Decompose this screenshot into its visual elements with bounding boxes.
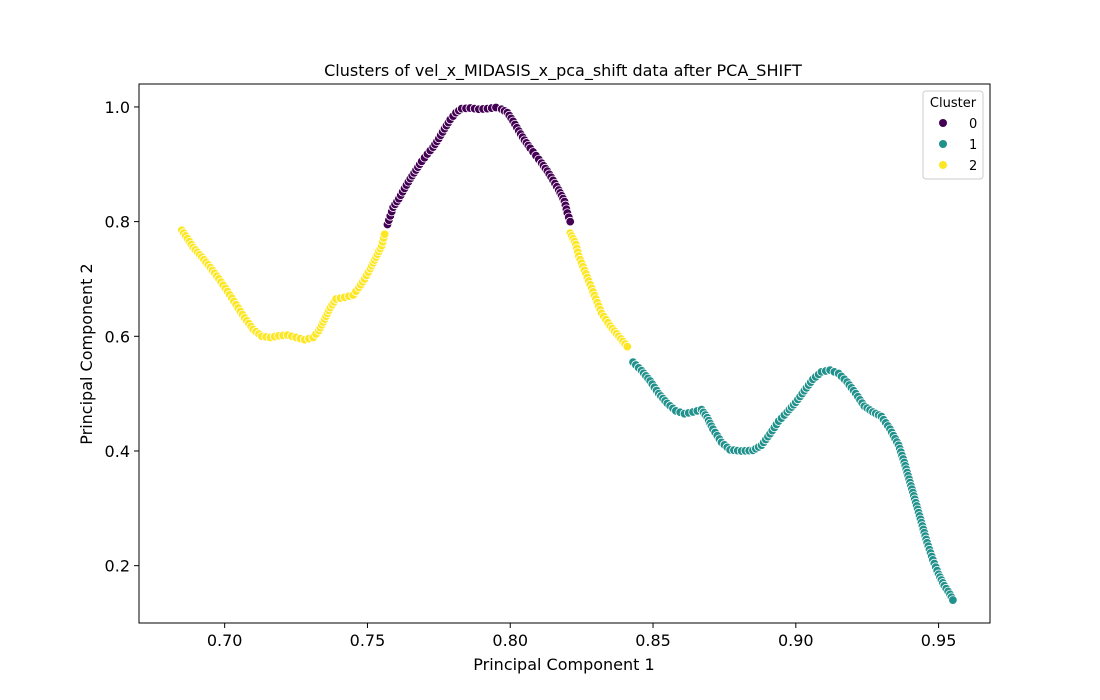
legend-title: Cluster xyxy=(930,96,977,111)
plot-frame xyxy=(138,83,991,624)
scatter-point-cluster-0 xyxy=(565,216,575,227)
legend-marker-0 xyxy=(939,119,947,127)
chart-title: Clusters of vel_x_MIDASIS_x_pca_shift da… xyxy=(324,61,802,81)
y-tick-label: 0.4 xyxy=(105,442,130,461)
x-tick-label: 0.75 xyxy=(350,631,386,650)
legend-label-0: 0 xyxy=(969,117,977,132)
y-tick-label: 0.6 xyxy=(105,327,130,346)
legend-marker-2 xyxy=(939,161,947,169)
legend-marker-1 xyxy=(939,140,947,148)
scatter-point-cluster-2 xyxy=(379,229,390,239)
legend-label-2: 2 xyxy=(969,159,977,174)
y-tick-label: 0.2 xyxy=(105,557,130,576)
x-tick-label: 0.70 xyxy=(207,631,243,650)
x-tick-label: 0.85 xyxy=(635,631,671,650)
scatter-point-cluster-2 xyxy=(622,341,633,352)
legend-box xyxy=(922,90,984,180)
points-layer xyxy=(177,102,958,605)
y-axis-label: Principal Component 2 xyxy=(77,263,96,444)
scatter-point-cluster-1 xyxy=(948,595,958,605)
x-axis-label: Principal Component 1 xyxy=(473,655,654,674)
x-tick-label: 0.95 xyxy=(921,631,957,650)
x-tick-label: 0.80 xyxy=(492,631,528,650)
legend: Cluster 0 1 2 xyxy=(922,90,984,180)
legend-label-1: 1 xyxy=(969,138,977,153)
x-tick-label: 0.90 xyxy=(778,631,814,650)
y-tick-label: 0.8 xyxy=(105,213,130,232)
ticks-layer: 0.70 0.75 0.80 0.85 0.90 0.95 0.2 0.4 0.6 0.8 1.0 xyxy=(105,98,957,650)
y-tick-label: 1.0 xyxy=(105,98,130,117)
